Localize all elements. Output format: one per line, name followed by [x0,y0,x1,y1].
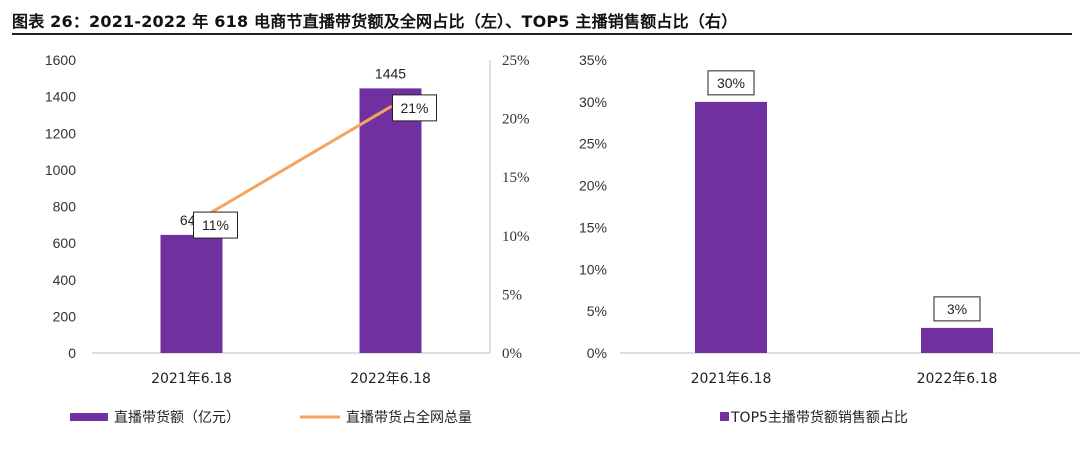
y-right-tick-label: 25% [502,53,530,69]
line-value-label: 21% [400,100,428,116]
x-category-label: 2021年6.18 [691,371,772,387]
left-chart: 0 200 400 600 800 1000 1200 1400 1600 0% 5% 10% 15% 2… [45,52,530,426]
line-value-label: 11% [202,217,229,233]
y-left-tick-label: 0 [68,345,76,361]
x-category-label: 2022年6.18 [917,371,998,387]
bar-value-label: 1445 [375,65,406,81]
y-tick-label: 10% [579,261,607,277]
y-left-tick-label: 1600 [45,52,76,68]
title-rule [12,33,1072,35]
legend-label-bar: TOP5主播带货额销售额占比 [730,409,908,426]
figure-title: 图表 26：2021-2022 年 618 电商节直播带货额及全网占比（左）、T… [12,12,738,31]
bar-top5-share [921,327,993,353]
y-right-tick-label: 5% [502,287,522,303]
y-left-tick-label: 1000 [45,162,76,178]
y-right-tick-label: 15% [502,170,530,186]
bar-direct-sales [359,88,422,354]
x-category-label: 2021年6.18 [151,371,232,387]
y-tick-label: 5% [587,303,607,319]
y-tick-label: 15% [579,219,607,235]
line-label-box [193,211,238,239]
line-label-box [392,94,437,122]
legend-label-bar: 直播带货额（亿元） [114,409,240,426]
y-right-tick-label: 10% [502,229,530,245]
bar-top5-share [695,101,767,353]
y-left-tick-label: 200 [53,308,77,324]
y-left-tick-label: 1400 [45,89,76,105]
y-tick-label: 30% [579,94,607,110]
bar-label-box [707,70,755,96]
y-right-tick-label: 0% [502,346,522,362]
y-tick-label: 0% [587,345,607,361]
x-category-label: 2022年6.18 [350,371,431,387]
line-share-of-total [190,105,392,226]
legend-swatch-bar [70,413,108,421]
y-right-tick-label: 20% [502,112,530,128]
y-tick-label: 20% [579,178,607,194]
bar-value-label: 3% [947,301,967,317]
legend-label-line: 直播带货占全网总量 [346,409,472,426]
y-left-tick-label: 1200 [45,125,76,141]
right-chart: 0% 5% 10% 15% 20% 25% 30% 35% 2021年6.18 2022年6.18… [579,52,1080,426]
y-tick-label: 25% [579,136,607,152]
legend-swatch-bar [720,412,729,421]
bar-direct-sales [160,234,223,353]
y-tick-label: 35% [579,52,607,68]
y-left-tick-label: 800 [53,199,77,215]
y-left-tick-label: 600 [53,235,77,251]
bar-label-box [933,296,981,322]
y-left-tick-label: 400 [53,272,77,288]
bar-value-label: 30% [717,75,745,91]
